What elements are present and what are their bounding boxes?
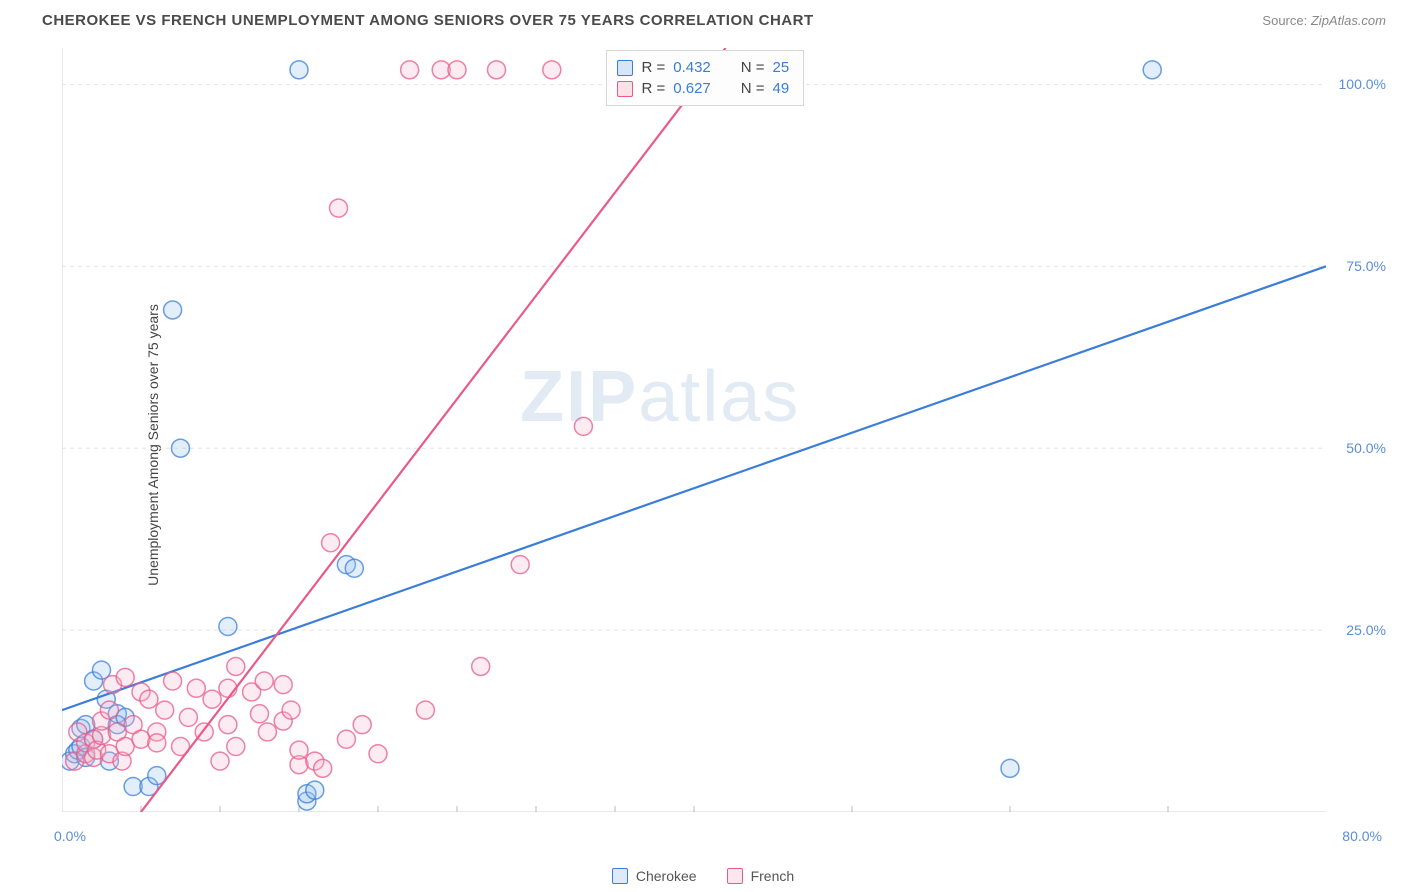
data-point [172,439,190,457]
regression-line [62,266,1326,710]
data-point [290,741,308,759]
data-point [187,679,205,697]
legend-label: French [751,868,795,884]
data-point [219,679,237,697]
data-point [203,690,221,708]
header-row: CHEROKEE VS FRENCH UNEMPLOYMENT AMONG SE… [0,0,1406,35]
y-tick-label: 50.0% [1346,440,1386,456]
data-point [251,705,269,723]
data-point [116,668,134,686]
data-point [258,723,276,741]
y-tick-label: 25.0% [1346,622,1386,638]
data-point [353,716,371,734]
legend-swatch [727,868,743,884]
data-point [337,730,355,748]
data-point [290,61,308,79]
stats-R-label: R = [641,80,665,97]
source: Source: ZipAtlas.com [1262,13,1386,28]
legend-label: Cherokee [636,868,697,884]
stats-R-value: 0.627 [673,80,711,97]
x-axis-start-label: 0.0% [54,828,86,844]
legend-item: French [727,868,795,884]
y-tick-label: 100.0% [1339,76,1386,92]
stats-swatch [617,81,633,97]
stats-N-label: N = [741,59,765,76]
data-point [472,657,490,675]
data-point [227,657,245,675]
stats-box: R = 0.432 N = 25 R = 0.627 N = 49 [606,50,804,106]
data-point [488,61,506,79]
data-point [148,734,166,752]
data-point [211,752,229,770]
data-point [322,534,340,552]
data-point [511,556,529,574]
plot-area: Unemployment Among Seniors over 75 years… [42,48,1386,842]
stats-row: R = 0.432 N = 25 [617,57,789,78]
stats-N-value: 49 [773,80,790,97]
data-point [448,61,466,79]
data-point [401,61,419,79]
data-point [306,781,324,799]
bottom-legend: Cherokee French [0,868,1406,884]
data-point [179,708,197,726]
data-point [140,690,158,708]
data-point [1143,61,1161,79]
data-point [100,701,118,719]
data-point [274,676,292,694]
data-point [219,716,237,734]
data-point [330,199,348,217]
legend-swatch [612,868,628,884]
stats-row: R = 0.627 N = 49 [617,78,789,99]
data-point [369,745,387,763]
data-point [156,701,174,719]
data-point [345,559,363,577]
legend-item: Cherokee [612,868,697,884]
data-point [1001,759,1019,777]
data-point [227,738,245,756]
x-axis-end-label: 80.0% [1342,828,1382,844]
source-label: Source: [1262,13,1307,28]
data-point [416,701,434,719]
regression-line [141,48,726,812]
data-point [255,672,273,690]
stats-R-value: 0.432 [673,59,711,76]
source-value: ZipAtlas.com [1311,13,1386,28]
data-point [282,701,300,719]
stats-swatch [617,60,633,76]
stats-N-label: N = [741,80,765,97]
data-point [314,759,332,777]
data-point [164,301,182,319]
stats-N-value: 25 [773,59,790,76]
data-point [164,672,182,690]
chart-title: CHEROKEE VS FRENCH UNEMPLOYMENT AMONG SE… [42,12,814,29]
stats-R-label: R = [641,59,665,76]
y-tick-label: 75.0% [1346,258,1386,274]
data-point [543,61,561,79]
data-point [574,417,592,435]
data-point [219,617,237,635]
chart-svg [62,48,1326,812]
